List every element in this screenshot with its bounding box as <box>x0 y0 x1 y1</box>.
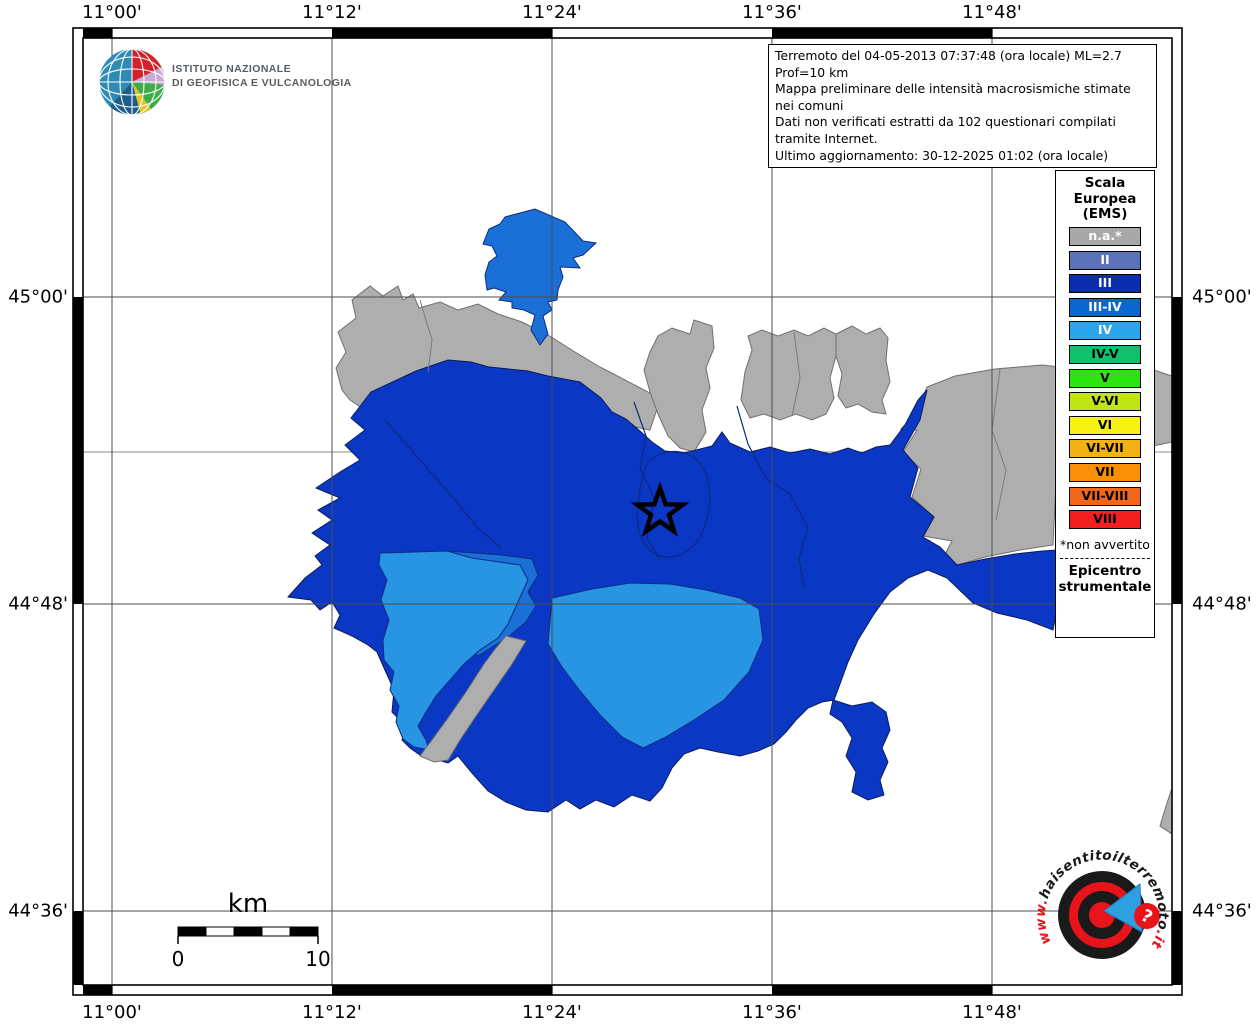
legend-swatch-v: V <box>1069 368 1141 388</box>
legend-footnote: *non avvertito <box>1060 537 1150 553</box>
axis-label-bottom-2: 11°24' <box>522 1002 582 1023</box>
legend-title-line2: Europea <box>1073 190 1137 207</box>
region-intensity-iv-central <box>547 582 764 749</box>
legend-swatch-vi: VI <box>1069 415 1141 435</box>
scale-bar-start: 0 <box>172 947 185 971</box>
graticule <box>83 38 1172 985</box>
axis-label-top-0: 11°00' <box>82 2 142 23</box>
axis-label-bottom-3: 11°36' <box>742 1002 802 1023</box>
haisentito-logo: ? www.haisentitoilterremoto .it <box>1033 847 1171 959</box>
axis-label-right-1: 44°48' <box>1192 593 1252 615</box>
na-region-borders <box>419 299 1007 521</box>
region-na-north-2 <box>740 327 837 421</box>
legend-swatch-iii: III <box>1069 274 1141 294</box>
info-line-event: Terremoto del 04-05-2013 07:37:48 (ora l… <box>775 48 1122 80</box>
region-na-south-strip <box>419 635 527 763</box>
scale-bar-end: 10 <box>305 947 330 971</box>
scale-bar-unit: km <box>228 889 268 919</box>
ingv-logo-line2: DI GEOFISICA E VULCANOLOGIA <box>172 77 352 89</box>
legend-swatch-viii: VIII <box>1069 510 1141 530</box>
axis-label-left-2: 44°36' <box>8 900 68 922</box>
ingv-logo-text: ISTITUTO NAZIONALE DI GEOFISICA E VULCAN… <box>172 62 352 90</box>
legend-epicenter-line2: strumentale <box>1058 579 1152 596</box>
axis-label-top-3: 11°36' <box>742 2 802 23</box>
legend-separator <box>1060 558 1150 560</box>
region-na-north-1 <box>643 319 715 453</box>
ingv-globe-icon <box>98 48 166 116</box>
info-line-source: Dati non verificati estratti da 102 ques… <box>775 114 1116 146</box>
region-na-southeast-sliver <box>1159 787 1172 835</box>
region-intensity-iii-iv-detached-north <box>482 208 598 346</box>
ingv-logo-line1: ISTITUTO NAZIONALE <box>172 63 292 75</box>
axis-label-left-1: 44°48' <box>8 593 68 615</box>
axis-label-bottom-4: 11°48' <box>962 1002 1022 1023</box>
legend-swatch-v-vi: V-VI <box>1069 392 1141 412</box>
legend-swatch-vii-viii: VII-VIII <box>1069 486 1141 506</box>
epicenter-star-icon <box>630 481 690 538</box>
question-badge <box>1134 903 1160 929</box>
axis-label-bottom-0: 11°00' <box>82 1002 142 1023</box>
intensity-legend: Scala Europea (EMS) n.a.* II III III-IV … <box>1055 170 1155 639</box>
map-frame <box>72 27 1183 996</box>
legend-swatch-iv-v: IV-V <box>1069 345 1141 365</box>
axis-label-top-4: 11°48' <box>962 2 1022 23</box>
legend-swatch-vii: VII <box>1069 463 1141 483</box>
region-intensity-iv-southwest <box>378 550 529 751</box>
axis-label-top-2: 11°24' <box>522 2 582 23</box>
earthquake-info-box: Terremoto del 04-05-2013 07:37:48 (ora l… <box>768 44 1157 169</box>
axis-label-left-0: 45°00' <box>8 286 68 308</box>
axis-label-right-2: 44°36' <box>1192 900 1252 922</box>
scale-bar: km 0 10 <box>172 889 331 971</box>
legend-swatch-vi-vii: VI-VII <box>1069 439 1141 459</box>
info-line-updated: Ultimo aggiornamento: 30-12-2025 01:02 (… <box>775 147 1109 163</box>
legend-swatch-iii-iv: III-IV <box>1069 297 1141 317</box>
legend-epicenter-line1: Epicentro <box>1068 563 1142 580</box>
axis-label-right-0: 45°00' <box>1192 286 1252 308</box>
region-intensity-iii-southeast-lobe <box>829 699 891 801</box>
axis-label-top-1: 11°12' <box>302 2 362 23</box>
info-line-map-desc: Mappa preliminare delle intensità macros… <box>775 81 1131 113</box>
legend-star-space <box>1056 595 1154 629</box>
region-na-north-3 <box>835 325 891 415</box>
legend-title-line1: Scala <box>1084 175 1126 191</box>
legend-title-line3: (EMS) <box>1082 206 1128 222</box>
legend-swatch-ii: II <box>1069 250 1141 270</box>
axis-label-bottom-1: 11°12' <box>302 1002 362 1023</box>
legend-swatch-iv: IV <box>1069 321 1141 341</box>
legend-swatch-na: n.a.* <box>1069 227 1141 247</box>
